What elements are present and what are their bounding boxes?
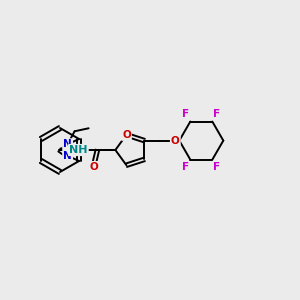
Text: O: O xyxy=(89,162,98,172)
Text: N: N xyxy=(63,151,72,161)
Text: F: F xyxy=(213,162,220,172)
Text: F: F xyxy=(182,109,189,119)
Text: N: N xyxy=(63,139,72,149)
Text: NH: NH xyxy=(69,145,88,155)
Text: F: F xyxy=(182,162,189,172)
Text: O: O xyxy=(122,130,131,140)
Text: O: O xyxy=(171,136,180,146)
Text: F: F xyxy=(213,109,220,119)
